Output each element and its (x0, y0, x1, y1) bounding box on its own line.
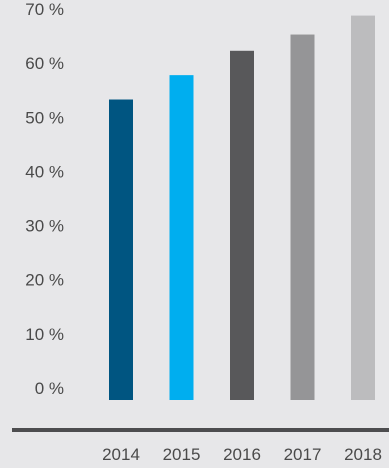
bar-2016 (230, 50, 254, 401)
y-tick-label: 20 % (25, 271, 64, 290)
x-tick-label: 2015 (163, 445, 201, 464)
bar-2017 (290, 34, 315, 401)
x-axis-baseline (12, 428, 389, 432)
x-axis: 2014 2015 2016 2017 2018 (102, 445, 382, 464)
y-tick-label: 10 % (25, 325, 64, 344)
y-tick-label: 40 % (25, 162, 64, 181)
y-tick-label: 30 % (25, 217, 64, 236)
y-tick-label: 50 % (25, 108, 64, 127)
y-tick-label: 60 % (25, 54, 64, 73)
bar-2018 (351, 15, 375, 400)
y-tick-label: 0 % (35, 379, 64, 398)
bars (109, 15, 375, 401)
x-tick-label: 2016 (223, 445, 261, 464)
x-tick-label: 2018 (344, 445, 382, 464)
y-axis: 0 % 10 % 20 % 30 % 40 % 50 % 60 % 70 % (25, 0, 64, 398)
bar-2014 (109, 99, 133, 400)
x-tick-label: 2014 (102, 445, 140, 464)
bar-2015 (169, 75, 194, 401)
y-tick-label: 70 % (25, 0, 64, 19)
x-tick-label: 2017 (284, 445, 322, 464)
